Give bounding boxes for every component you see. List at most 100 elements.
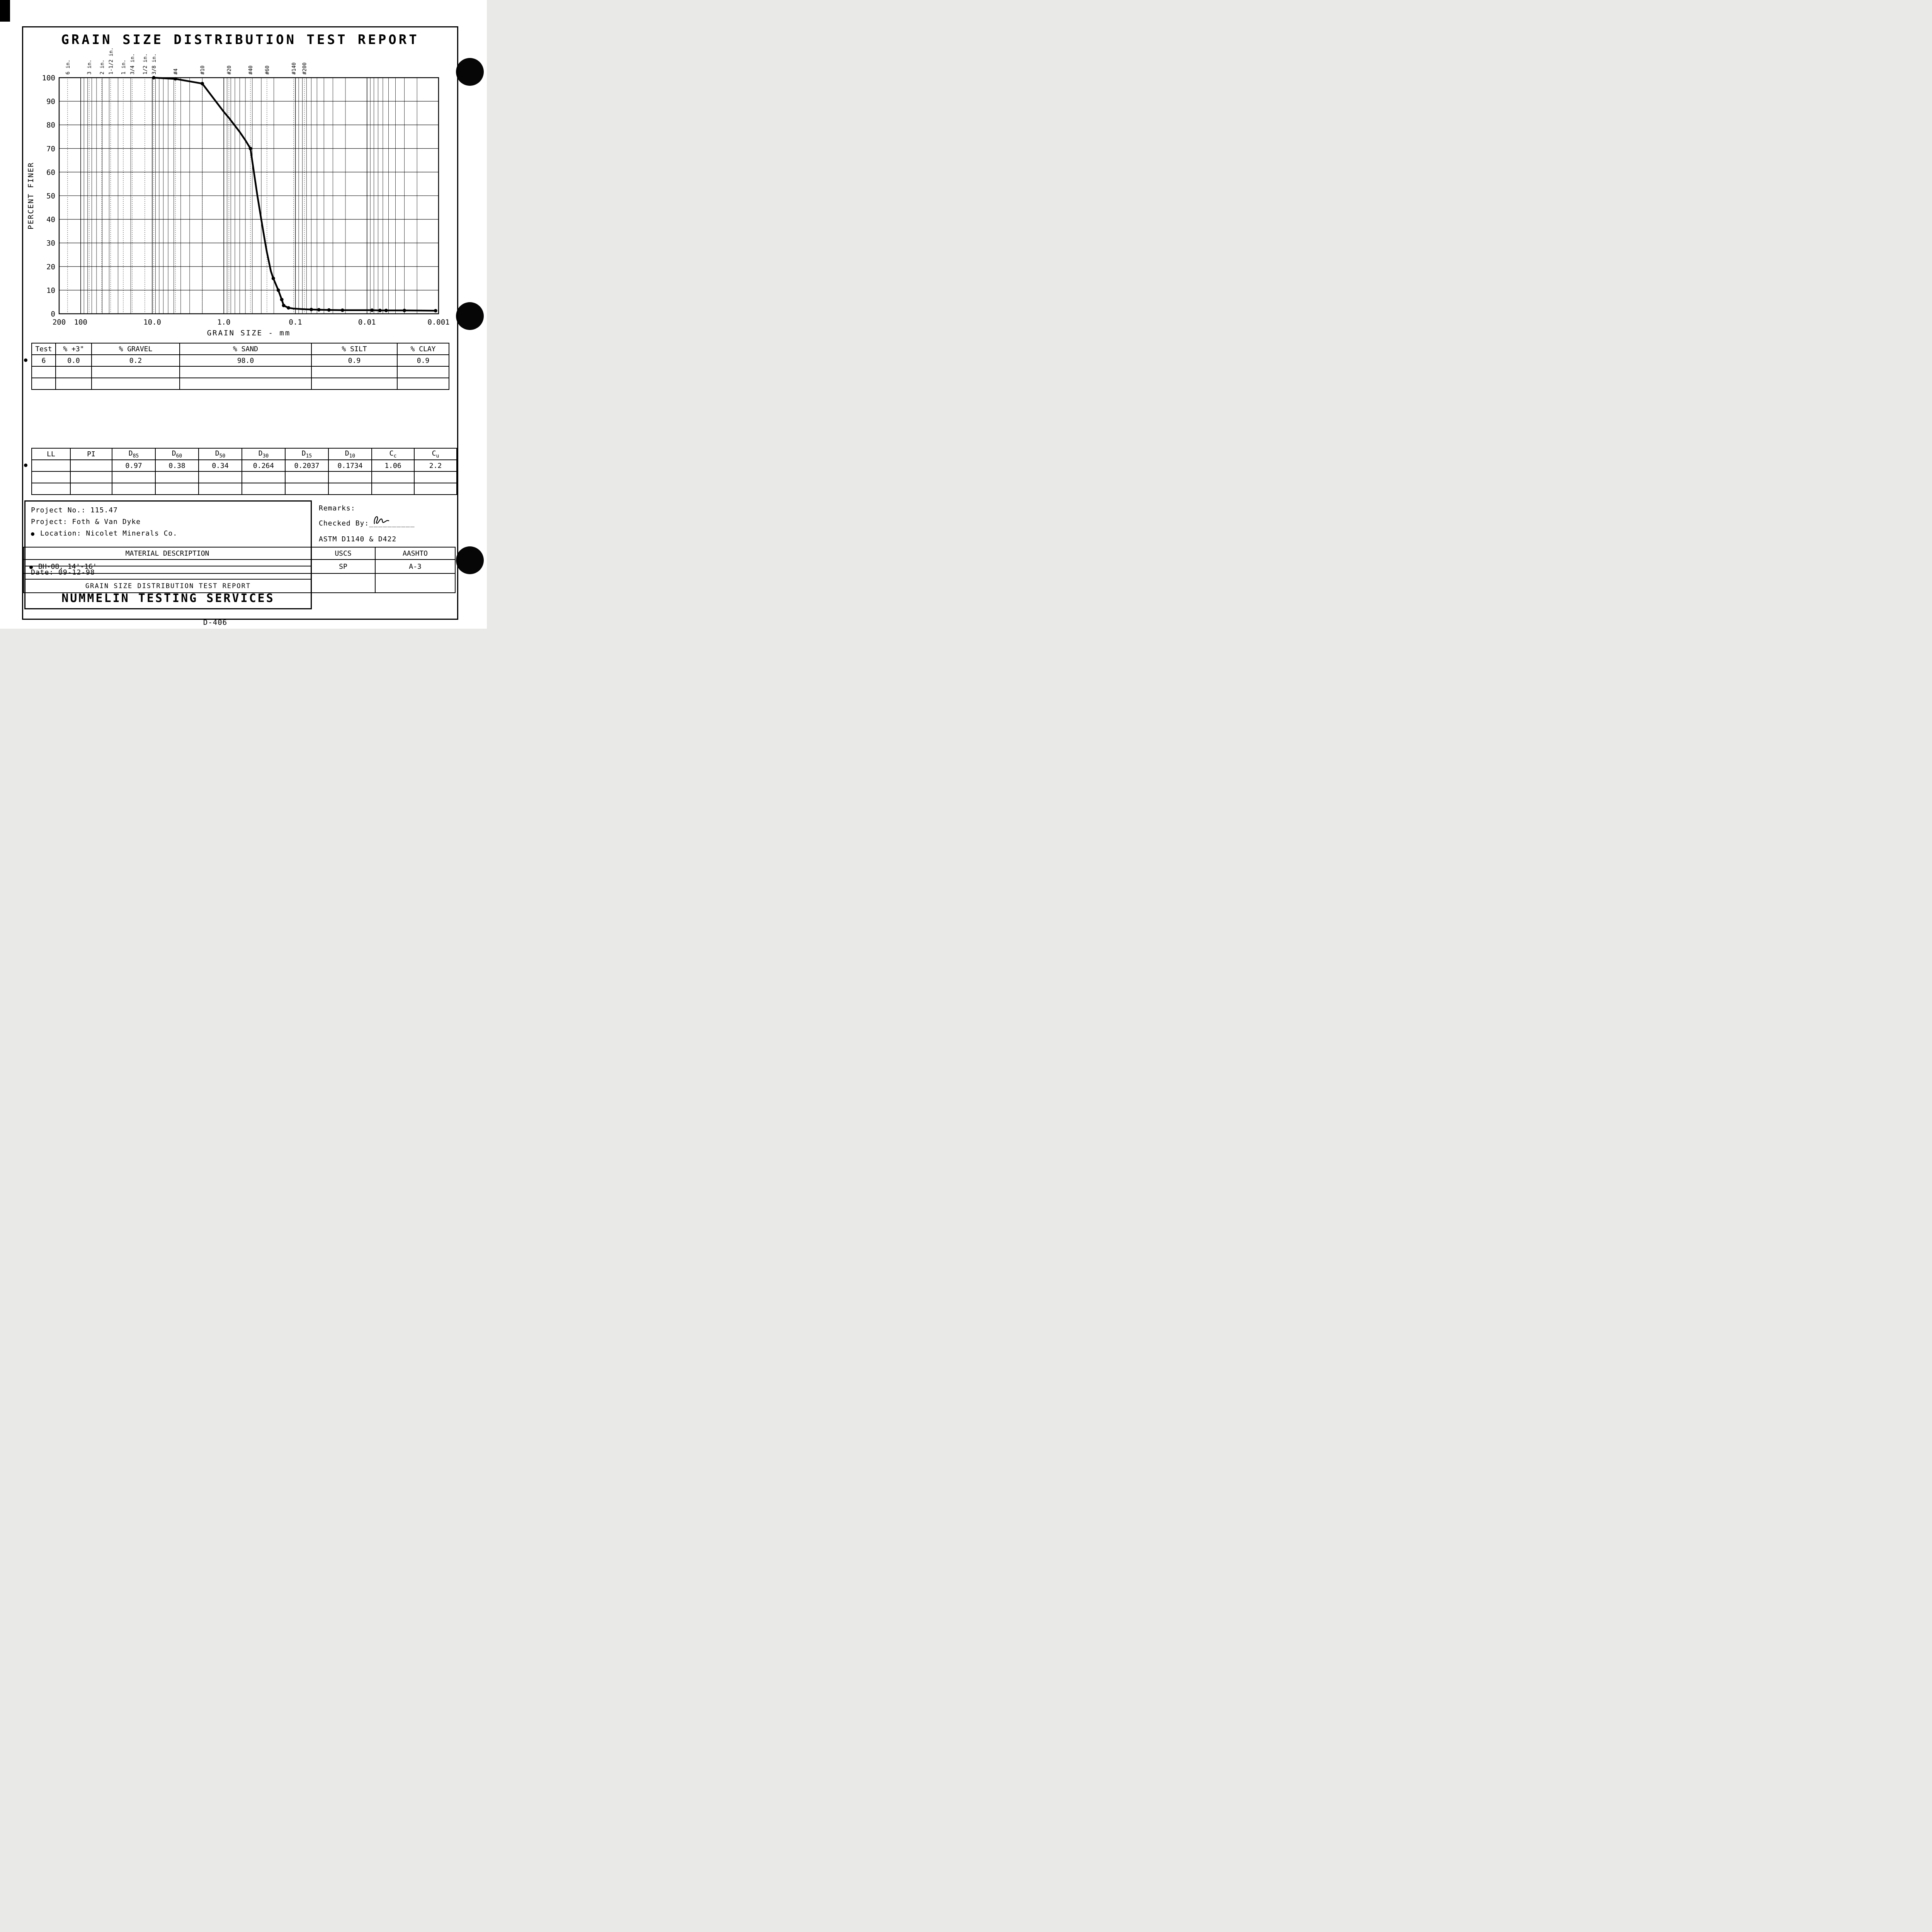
sieve-label: #4 xyxy=(173,68,179,75)
report-page: GRAIN SIZE DISTRIBUTION TEST REPORT 0 10 2… xyxy=(0,0,487,629)
location-line: ● Location: Nicolet Minerals Co. xyxy=(26,528,311,539)
table-cell xyxy=(23,573,311,593)
plot-grid xyxy=(59,77,439,314)
y-tick-label: 50 xyxy=(46,192,55,201)
column-header: D30 xyxy=(242,448,286,460)
data-point xyxy=(248,146,252,150)
table-cell xyxy=(112,471,156,483)
column-header: AASHTO xyxy=(375,547,456,560)
remarks-box: Remarks: Checked By: __________ ASTM D114… xyxy=(314,500,455,543)
data-point xyxy=(340,308,344,312)
sieve-label: #20 xyxy=(226,66,232,75)
y-tick-label: 60 xyxy=(46,168,55,177)
table-cell xyxy=(285,483,329,495)
table-cell xyxy=(112,483,156,495)
sieve-label: #200 xyxy=(302,63,308,75)
table-cell xyxy=(397,366,449,378)
date-label: Date: xyxy=(31,568,54,577)
checked-by-blank: __________ xyxy=(369,516,415,527)
binder-hole xyxy=(456,546,484,574)
project-box-spacer xyxy=(26,539,311,566)
x-tick-label: 200 xyxy=(53,318,66,327)
table-cell xyxy=(31,483,71,495)
params-table-grid: LL PI D85 D60 D50 D30 D15 D10 Cc Cu 0.97 0.38 0.34 0.… xyxy=(31,448,457,495)
data-point xyxy=(403,308,406,312)
lab-footer-report-title: GRAIN SIZE DISTRIBUTION TEST REPORT xyxy=(85,582,251,590)
data-point xyxy=(317,308,321,312)
y-tick-label: 0 xyxy=(51,310,55,318)
row-marker: ● xyxy=(31,530,35,537)
sieve-label: 6 in. xyxy=(65,60,71,75)
report-frame: GRAIN SIZE DISTRIBUTION TEST REPORT 0 10 2… xyxy=(22,26,458,620)
data-point xyxy=(201,82,204,85)
y-tick-label: 80 xyxy=(46,121,55,129)
column-header: Test xyxy=(31,343,56,355)
checked-by-underline: __________ xyxy=(369,519,415,527)
table-cell: 1.06 xyxy=(371,459,415,472)
checked-by-label: Checked By: xyxy=(319,519,369,527)
table-cell xyxy=(55,378,92,390)
row-marker: ● xyxy=(24,461,28,468)
project-label: Project: xyxy=(31,518,68,526)
data-point xyxy=(370,308,374,312)
y-tick-label: 40 xyxy=(46,216,55,224)
astm-line: ASTM D1140 & D422 xyxy=(319,535,397,543)
y-tick-label: 100 xyxy=(42,74,55,82)
table-cell: 6 xyxy=(31,354,56,367)
scan-corner-mark xyxy=(0,0,10,22)
location-value: Nicolet Minerals Co. xyxy=(86,529,178,537)
project-no-label: Project No.: xyxy=(31,506,86,514)
column-header: Cc xyxy=(371,448,415,460)
table-cell xyxy=(242,483,286,495)
table-cell xyxy=(371,471,415,483)
y-tick-label: 20 xyxy=(46,263,55,271)
header-row: LL PI D85 D60 D50 D30 D15 D10 Cc Cu xyxy=(31,448,457,460)
table-cell: 0.0 xyxy=(55,354,92,367)
y-tick-label: 90 xyxy=(46,97,55,106)
table-row xyxy=(31,483,457,495)
table-cell: 0.38 xyxy=(155,459,199,472)
table-cell: 0.34 xyxy=(198,459,242,472)
table-cell xyxy=(91,378,180,390)
sieve-label: #60 xyxy=(265,66,270,75)
sieve-label: #140 xyxy=(291,63,297,75)
checked-by-line: Checked By: __________ xyxy=(314,516,455,527)
sieve-label: 1-1/2 in. xyxy=(108,48,114,75)
checked-by-signature xyxy=(374,516,389,524)
table-cell xyxy=(375,573,456,593)
column-header: % CLAY xyxy=(397,343,449,355)
sieve-label: #40 xyxy=(248,66,254,75)
lab-name: NUMMELIN TESTING SERVICES xyxy=(61,592,275,605)
table-cell xyxy=(70,483,112,495)
axis-ticks: 0 10 20 30 40 50 60 70 80 90 100 200 100 10.0 1.0 0.1 0.… xyxy=(42,48,450,327)
grain-size-parameters-table: ● LL PI D85 D60 D50 D30 D15 D10 Cc Cu 0.97 0.38 0.34 0… xyxy=(24,448,457,495)
column-header: D50 xyxy=(198,448,242,460)
x-axis-label: GRAIN SIZE - mm xyxy=(207,329,291,337)
doc-number: D-406 xyxy=(203,618,228,627)
table-cell: A-3 xyxy=(375,559,456,574)
sieve-label: 3/8 in. xyxy=(151,53,157,75)
sieve-lines xyxy=(67,78,305,314)
location-label: Location: xyxy=(40,529,82,537)
header-row: Test% +3"% GRAVEL% SAND% SILT% CLAY xyxy=(31,343,449,355)
row-marker: ● xyxy=(24,356,28,363)
column-header: MATERIAL DESCRIPTION xyxy=(23,547,311,560)
material-table-grid: MATERIAL DESCRIPTION USCS AASHTO ● BH-08, 14… xyxy=(23,547,456,593)
sieve-label: 3 in. xyxy=(87,60,93,75)
column-header: % GRAVEL xyxy=(91,343,180,355)
table-cell: 2.2 xyxy=(414,459,457,472)
table-cell xyxy=(285,471,329,483)
table-cell xyxy=(311,573,376,593)
column-header: USCS xyxy=(311,547,376,560)
table-cell: 0.2037 xyxy=(285,459,329,472)
column-header: D15 xyxy=(285,448,329,460)
column-header: % SAND xyxy=(179,343,312,355)
table-cell xyxy=(397,378,449,390)
table-cell xyxy=(70,459,112,472)
table-cell xyxy=(328,471,372,483)
table-cell: SP xyxy=(311,559,376,574)
table-cell: ● BH-08, 14'-16' xyxy=(23,559,311,574)
data-point xyxy=(271,276,275,280)
gradation-curve xyxy=(153,77,437,312)
data-point xyxy=(327,308,331,312)
